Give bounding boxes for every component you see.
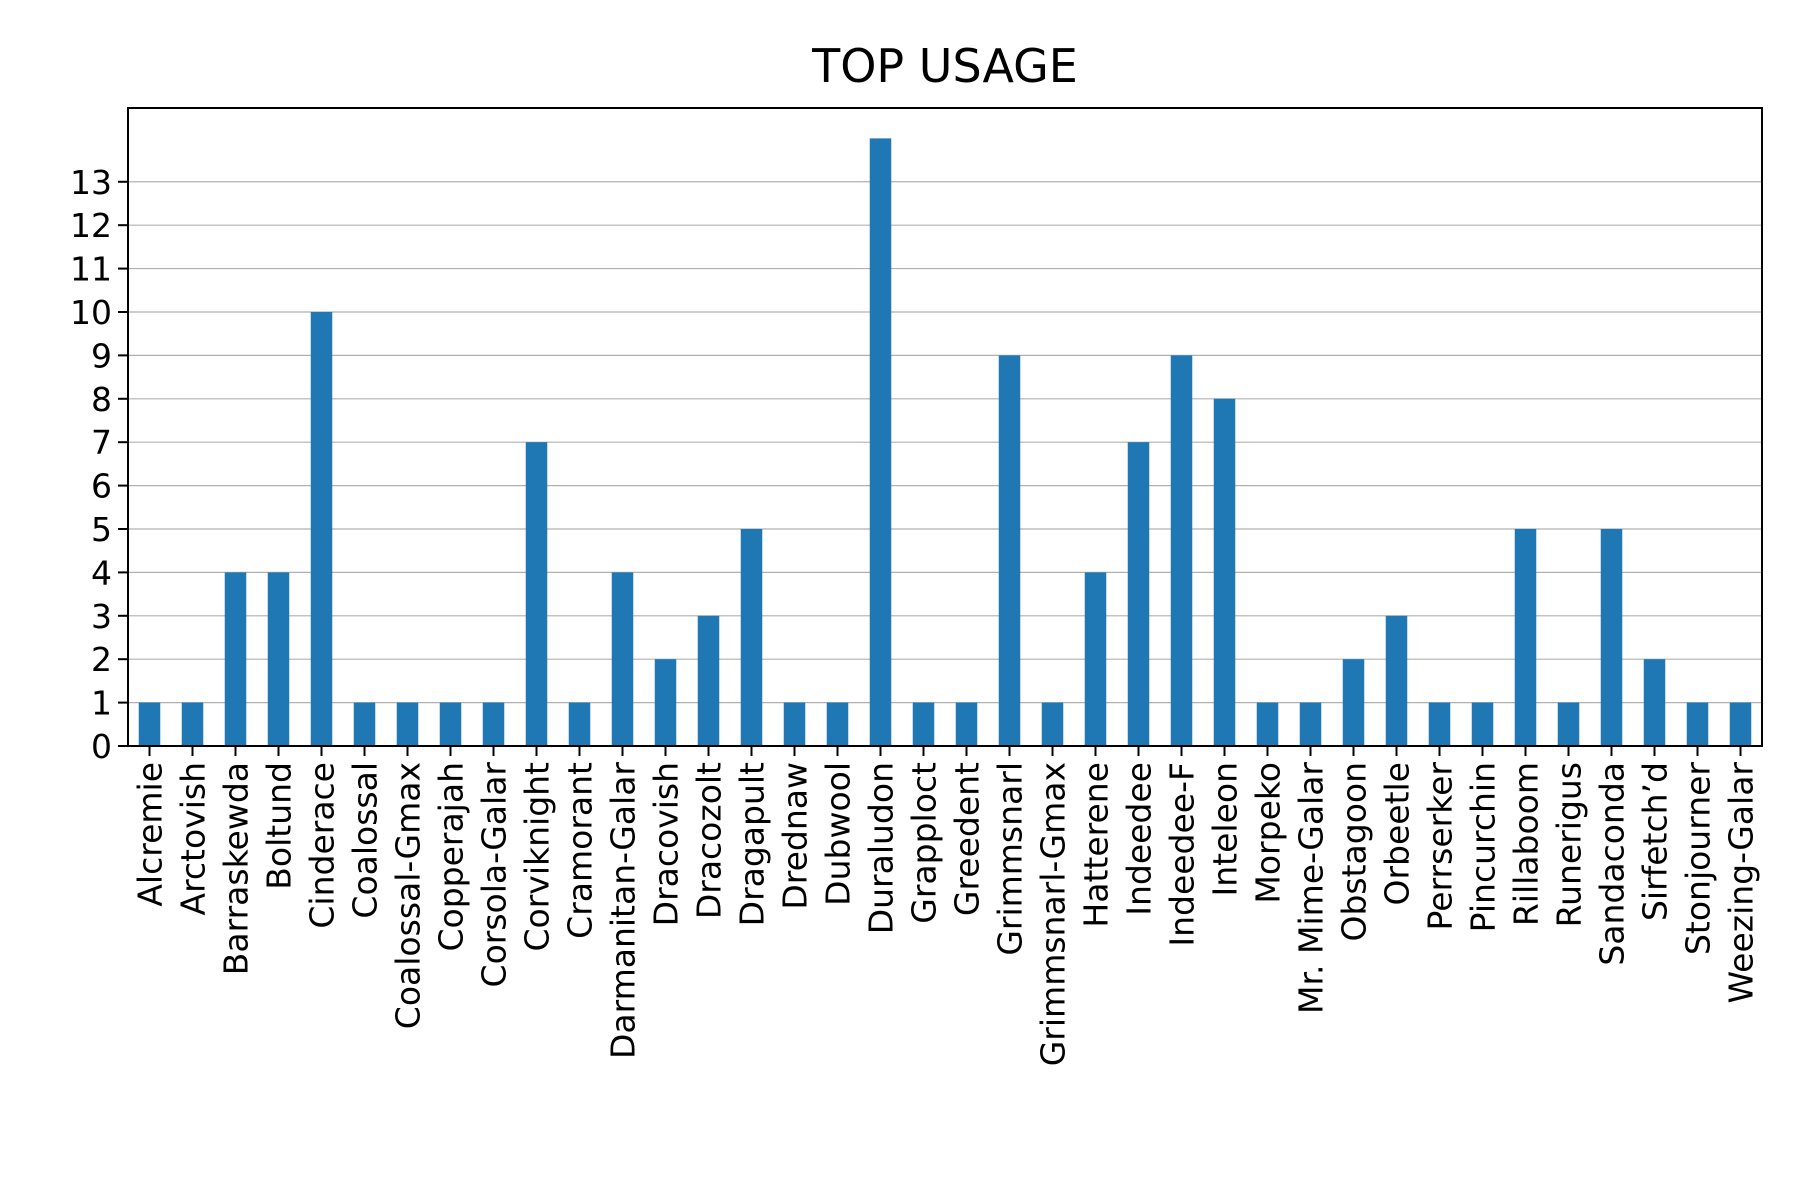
x-tick-label: Runerigus — [1550, 762, 1589, 927]
x-axis: Alcremie Arctovish Barraskewda Boltund Cinde… — [131, 746, 1761, 1066]
bar — [267, 572, 290, 746]
bar — [1514, 528, 1537, 746]
x-tick-label: Indeedee — [1120, 762, 1159, 916]
bar — [482, 702, 505, 746]
bar — [1213, 398, 1236, 746]
x-tick-label: Boltund — [260, 762, 299, 890]
y-tick-label: 10 — [70, 293, 112, 332]
bar — [697, 615, 720, 746]
x-tick-label: Dubwool — [819, 762, 858, 906]
x-tick-label: Morpeko — [1249, 762, 1288, 904]
x-tick-label: Duraludon — [862, 762, 901, 934]
bar — [1729, 702, 1752, 746]
bar — [998, 355, 1021, 746]
x-tick-label: Copperajah — [432, 762, 471, 952]
x-tick-label: Sandaconda — [1593, 762, 1632, 966]
gridlines — [128, 181, 1762, 747]
bar — [1686, 702, 1709, 746]
bar — [1600, 528, 1623, 746]
x-tick-label: Drednaw — [776, 762, 815, 910]
y-tick-label: 6 — [91, 467, 112, 506]
x-tick-label: Corsola-Galar — [475, 762, 514, 988]
y-tick-label: 13 — [70, 163, 112, 202]
y-tick-label: 9 — [91, 336, 112, 375]
y-tick-label: 0 — [91, 727, 112, 766]
bar — [783, 702, 806, 746]
x-tick-label: Pincurchin — [1464, 762, 1503, 932]
bar — [224, 572, 247, 746]
bar — [955, 702, 978, 746]
x-tick-label: Barraskewda — [217, 762, 256, 975]
x-tick-label: Coalossal-Gmax — [389, 762, 428, 1029]
bar — [138, 702, 161, 746]
bar — [826, 702, 849, 746]
bar — [181, 702, 204, 746]
y-tick-label: 8 — [91, 380, 112, 419]
x-tick-label: Cramorant — [561, 762, 600, 939]
x-tick-label: Inteleon — [1206, 762, 1245, 896]
bar — [1557, 702, 1580, 746]
bar — [1471, 702, 1494, 746]
bar — [1428, 702, 1451, 746]
x-tick-label: Indeedee-F — [1163, 762, 1202, 947]
x-tick-label: Dracozolt — [690, 762, 729, 919]
bar — [1342, 659, 1365, 746]
bars — [138, 138, 1752, 746]
x-tick-label: Alcremie — [131, 762, 170, 907]
bar — [1084, 572, 1107, 746]
bar — [1256, 702, 1279, 746]
bar — [1299, 702, 1322, 746]
bar — [740, 528, 763, 746]
x-tick-label: Corviknight — [518, 762, 557, 952]
bar — [611, 572, 634, 746]
y-tick-label: 5 — [91, 510, 112, 549]
x-tick-label: Dragapult — [733, 762, 772, 926]
x-tick-label: Stonjourner — [1679, 762, 1718, 955]
bar — [310, 311, 333, 746]
y-tick-label: 3 — [91, 597, 112, 636]
x-tick-label: Grimmsnarl — [991, 762, 1030, 956]
bar — [525, 442, 548, 746]
x-tick-label: Obstagoon — [1335, 762, 1374, 942]
x-tick-label: Mr. Mime-Galar — [1292, 762, 1331, 1014]
bar — [396, 702, 419, 746]
y-tick-label: 12 — [70, 206, 112, 245]
x-tick-label: Grapploct — [905, 762, 944, 924]
bar — [439, 702, 462, 746]
x-tick-label: Weezing-Galar — [1722, 762, 1761, 1004]
x-tick-label: Coalossal — [346, 762, 385, 919]
bar — [568, 702, 591, 746]
y-tick-label: 2 — [91, 640, 112, 679]
x-tick-label: Rillaboom — [1507, 762, 1546, 926]
x-tick-label: Perrserker — [1421, 762, 1460, 931]
x-tick-label: Greedent — [948, 762, 987, 916]
bar — [1385, 615, 1408, 746]
x-tick-label: Hatterene — [1077, 762, 1116, 928]
y-tick-label: 4 — [91, 553, 112, 592]
y-tick-label: 11 — [70, 250, 112, 289]
chart-title: TOP USAGE — [811, 39, 1078, 93]
bar — [869, 138, 892, 746]
bar — [1643, 659, 1666, 746]
x-tick-label: Sirfetch’d — [1636, 762, 1675, 921]
bar — [1041, 702, 1064, 746]
bar — [1170, 355, 1193, 746]
x-tick-label: Arctovish — [174, 762, 213, 916]
x-tick-label: Grimmsnarl-Gmax — [1034, 762, 1073, 1066]
bar — [654, 659, 677, 746]
bar — [912, 702, 935, 746]
x-tick-label: Cinderace — [303, 762, 342, 929]
bar — [353, 702, 376, 746]
bar — [1127, 442, 1150, 746]
plot-frame — [127, 107, 1763, 747]
x-tick-label: Dracovish — [647, 762, 686, 926]
y-tick-label: 1 — [91, 684, 112, 723]
y-tick-label: 7 — [91, 423, 112, 462]
x-tick-label: Orbeetle — [1378, 762, 1417, 906]
x-tick-label: Darmanitan-Galar — [604, 762, 643, 1059]
